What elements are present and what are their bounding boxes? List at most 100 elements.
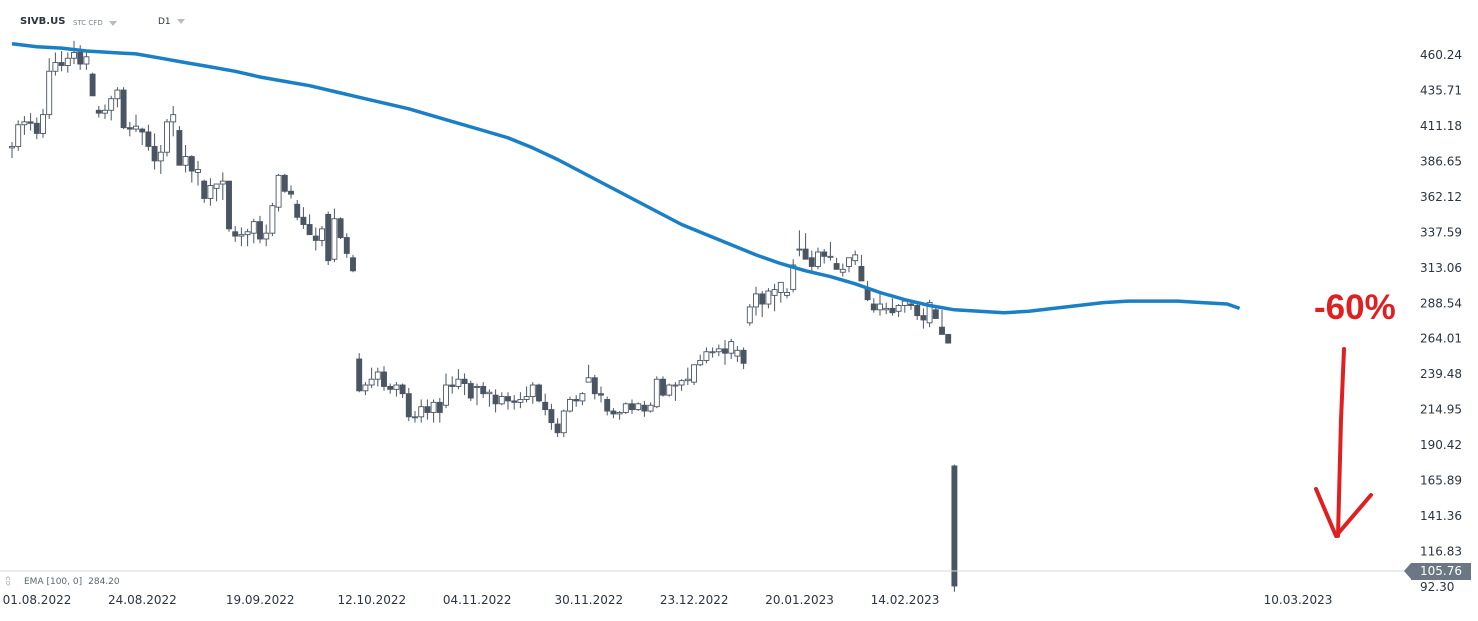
candle (114, 87, 121, 108)
candle-body (27, 121, 34, 124)
candle-body (715, 348, 722, 353)
candle (858, 254, 865, 282)
candle-body (213, 183, 220, 189)
candle-body (722, 348, 728, 354)
candle (405, 387, 412, 422)
candle (808, 250, 815, 271)
candle-body (263, 232, 270, 240)
candle (852, 250, 859, 266)
candle (883, 302, 890, 315)
instrument-type-selector[interactable]: STC CFD (73, 19, 117, 27)
candle-body (102, 109, 108, 114)
candle (542, 393, 549, 416)
candle (697, 354, 704, 367)
timeframe-selector[interactable]: D1 (158, 17, 185, 27)
candle (635, 402, 642, 412)
candle-body (932, 309, 939, 319)
candle (300, 207, 307, 229)
x-tick-label: 01.08.2022 (3, 593, 72, 607)
candle-body (598, 393, 604, 396)
candle (616, 411, 623, 420)
timeframe-label: D1 (158, 17, 171, 27)
candle (343, 233, 350, 258)
candle-body (647, 404, 654, 412)
candle (728, 338, 735, 359)
x-tick-label: 19.09.2022 (226, 593, 295, 607)
candle (740, 347, 747, 370)
candle (480, 382, 487, 399)
candle (263, 224, 270, 247)
y-tick-label: 460.24 (1420, 48, 1462, 62)
candle-body (77, 52, 84, 65)
candle (368, 367, 375, 388)
candle-body (449, 384, 456, 387)
candle (157, 144, 164, 174)
candle-body (728, 341, 735, 354)
candle (771, 283, 778, 312)
candle-body (126, 127, 133, 130)
candle (207, 178, 214, 206)
candle-body (114, 89, 121, 100)
candle-body (684, 378, 691, 382)
y-tick-label: 337.59 (1420, 225, 1462, 239)
candle-body (839, 268, 846, 273)
candle (498, 392, 505, 406)
candle-body (554, 423, 561, 434)
candle (629, 399, 635, 414)
candle (511, 395, 518, 410)
candle (684, 367, 691, 386)
candle-body (821, 251, 828, 257)
candle (46, 58, 53, 119)
candle-body (40, 114, 46, 134)
candle-body (492, 394, 499, 405)
y-tick-label: 190.42 (1420, 438, 1462, 452)
candle-body (219, 180, 226, 185)
y-tick-label: 165.89 (1420, 474, 1462, 488)
candle (151, 133, 158, 170)
candle-body (703, 351, 710, 361)
ema-legend[interactable]: ⩉ EMA [100, 0] 284.20 (6, 577, 120, 587)
candle-body (536, 384, 542, 402)
candle (529, 382, 536, 404)
candle-body (436, 401, 443, 413)
candle-body (796, 248, 803, 251)
y-tick-label: 141.36 (1420, 509, 1462, 523)
candle (461, 373, 468, 396)
candle-body (46, 70, 53, 116)
candle-body (281, 174, 288, 192)
candle-body (300, 216, 307, 225)
candle (567, 396, 573, 413)
candle-body (9, 145, 15, 149)
candle (839, 263, 846, 277)
candle (319, 225, 325, 247)
candle-body (387, 386, 394, 390)
candle-body (505, 396, 511, 402)
candle (821, 249, 828, 264)
candle-body (288, 190, 294, 195)
candle (312, 227, 319, 251)
arrow-head (1314, 487, 1373, 538)
candle (449, 376, 456, 394)
candle-body (629, 403, 635, 411)
candle (139, 127, 146, 145)
candle-body (257, 221, 263, 240)
candle-body (567, 399, 573, 412)
candle (176, 126, 183, 166)
candle-body (666, 384, 673, 396)
candle (846, 257, 852, 273)
candle-body (914, 305, 921, 317)
candle (492, 389, 499, 413)
candle-body (709, 351, 716, 354)
candle-body (622, 403, 629, 413)
candle (864, 280, 871, 302)
candle (833, 257, 840, 270)
candle-body (83, 56, 90, 65)
candle-body (362, 384, 369, 392)
candle-body (920, 315, 927, 321)
candle-body (653, 378, 660, 408)
candle-body (560, 410, 567, 434)
symbol-label[interactable]: SIVB.US (20, 16, 66, 27)
candle-body (517, 399, 524, 403)
candle-body (108, 98, 115, 111)
